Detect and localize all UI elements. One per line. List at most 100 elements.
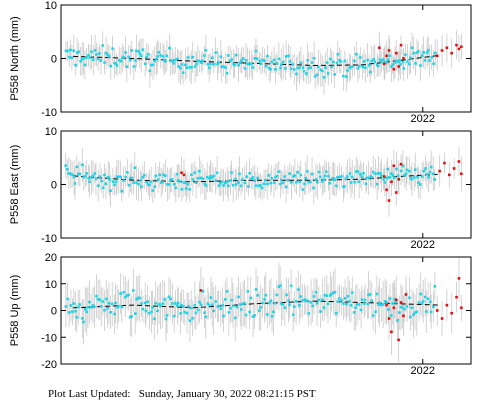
recent-data-point	[399, 162, 403, 166]
data-point	[172, 182, 176, 186]
data-point	[114, 301, 117, 305]
data-point	[74, 63, 78, 67]
data-point	[399, 305, 403, 309]
data-point	[208, 177, 211, 180]
data-point	[239, 184, 243, 188]
data-point	[386, 167, 389, 171]
data-point	[189, 306, 193, 310]
data-point	[367, 64, 371, 67]
data-point	[103, 308, 106, 312]
data-point	[395, 59, 398, 63]
data-point	[217, 61, 220, 64]
data-point	[330, 292, 333, 296]
data-point	[275, 174, 279, 178]
data-point	[151, 189, 155, 192]
data-point	[143, 301, 147, 305]
data-point	[378, 301, 381, 305]
data-point	[379, 171, 382, 175]
data-point	[217, 304, 220, 308]
data-point	[288, 60, 292, 63]
data-point	[104, 182, 108, 186]
data-point	[80, 57, 84, 61]
data-point	[229, 306, 232, 310]
data-point	[405, 305, 409, 308]
data-point	[214, 51, 217, 54]
data-point	[254, 288, 258, 291]
data-point	[217, 184, 221, 188]
data-point	[409, 56, 412, 60]
y-tick-label: 10	[45, 279, 57, 291]
panel-2: -10 0 10 2022 P558 East (mm)	[9, 126, 472, 251]
data-point	[209, 62, 212, 66]
data-point	[433, 51, 437, 55]
data-point	[145, 180, 148, 184]
data-point	[172, 314, 176, 318]
data-points	[64, 160, 463, 202]
data-point	[342, 185, 346, 188]
data-point	[103, 61, 106, 64]
data-point	[148, 311, 151, 315]
data-point	[82, 175, 86, 179]
data-point	[289, 67, 293, 70]
data-point	[248, 171, 251, 175]
data-point	[196, 308, 200, 312]
data-point	[101, 186, 105, 190]
data-point	[185, 311, 189, 315]
data-point	[370, 176, 374, 179]
data-point	[278, 284, 282, 288]
data-point	[299, 61, 303, 65]
data-point	[98, 298, 102, 302]
data-point	[263, 59, 266, 63]
data-point	[317, 65, 320, 69]
data-point	[226, 54, 230, 57]
data-points	[64, 43, 463, 79]
data-point	[353, 59, 356, 63]
data-point	[119, 292, 122, 295]
data-point	[334, 311, 338, 315]
data-point	[372, 57, 376, 61]
data-point	[342, 74, 345, 78]
data-point	[259, 306, 263, 309]
data-point	[277, 170, 281, 173]
data-point	[375, 182, 379, 186]
recent-data-point	[402, 314, 405, 318]
data-point	[333, 178, 337, 182]
data-point	[257, 184, 261, 188]
data-point	[374, 310, 377, 314]
data-point	[297, 288, 300, 291]
data-point	[96, 184, 100, 187]
recent-data-point	[399, 43, 403, 47]
data-point	[76, 305, 80, 309]
data-point	[386, 58, 390, 62]
data-point	[343, 59, 347, 63]
data-point	[92, 58, 95, 62]
data-point	[345, 302, 348, 306]
data-point	[336, 300, 340, 303]
data-point	[317, 298, 321, 302]
data-point	[151, 63, 155, 67]
y-axis-label: P558 East (mm)	[9, 145, 21, 224]
data-point	[201, 290, 205, 293]
data-point	[254, 49, 258, 53]
data-point	[246, 290, 250, 293]
data-point	[253, 57, 257, 60]
data-point	[212, 309, 215, 313]
data-point	[176, 304, 179, 308]
data-point	[391, 63, 395, 66]
data-point	[332, 291, 335, 295]
error-bars	[65, 257, 462, 363]
data-point	[194, 311, 198, 315]
data-point	[284, 185, 288, 189]
data-point	[201, 59, 205, 63]
data-point	[279, 182, 282, 186]
data-point	[292, 305, 296, 308]
data-point	[67, 172, 71, 175]
data-point	[315, 301, 319, 305]
data-point	[190, 173, 193, 176]
data-point	[146, 52, 150, 56]
data-point	[426, 297, 430, 301]
data-point	[277, 57, 281, 61]
data-point	[403, 173, 406, 177]
data-point	[425, 51, 429, 55]
data-point	[139, 179, 142, 182]
